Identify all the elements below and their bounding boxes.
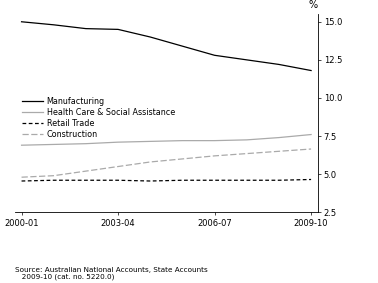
Text: %: % <box>308 0 318 10</box>
Construction <box>116 165 120 168</box>
Health Care & Social Assistance <box>116 140 120 144</box>
Legend: Manufacturing, Health Care & Social Assistance, Retail Trade, Construction: Manufacturing, Health Care & Social Assi… <box>19 93 178 142</box>
Retail Trade <box>180 179 185 182</box>
Health Care & Social Assistance <box>148 140 152 143</box>
Retail Trade <box>116 179 120 182</box>
Retail Trade <box>245 179 249 182</box>
Manufacturing <box>116 28 120 31</box>
Line: Health Care & Social Assistance: Health Care & Social Assistance <box>22 134 311 145</box>
Health Care & Social Assistance <box>212 139 217 142</box>
Retail Trade <box>148 179 152 183</box>
Manufacturing <box>148 35 152 39</box>
Text: Source: Australian National Accounts, State Accounts
   2009-10 (cat. no. 5220.0: Source: Australian National Accounts, St… <box>15 267 208 280</box>
Retail Trade <box>212 179 217 182</box>
Construction <box>148 160 152 164</box>
Construction <box>19 175 24 179</box>
Construction <box>84 170 88 173</box>
Health Care & Social Assistance <box>84 142 88 145</box>
Construction <box>51 174 56 177</box>
Health Care & Social Assistance <box>245 138 249 142</box>
Construction <box>277 150 281 153</box>
Retail Trade <box>84 179 88 182</box>
Retail Trade <box>309 178 313 181</box>
Manufacturing <box>180 44 185 48</box>
Line: Construction: Construction <box>22 149 311 177</box>
Health Care & Social Assistance <box>277 136 281 139</box>
Health Care & Social Assistance <box>19 143 24 147</box>
Manufacturing <box>51 23 56 27</box>
Construction <box>245 152 249 155</box>
Retail Trade <box>51 179 56 182</box>
Retail Trade <box>19 179 24 183</box>
Retail Trade <box>277 179 281 182</box>
Construction <box>309 147 313 151</box>
Health Care & Social Assistance <box>309 133 313 136</box>
Construction <box>212 154 217 158</box>
Line: Manufacturing: Manufacturing <box>22 22 311 70</box>
Manufacturing <box>84 27 88 30</box>
Manufacturing <box>277 63 281 66</box>
Manufacturing <box>212 53 217 57</box>
Manufacturing <box>309 69 313 72</box>
Health Care & Social Assistance <box>51 143 56 146</box>
Construction <box>180 157 185 161</box>
Line: Retail Trade: Retail Trade <box>22 179 311 181</box>
Manufacturing <box>19 20 24 23</box>
Manufacturing <box>245 58 249 62</box>
Health Care & Social Assistance <box>180 139 185 142</box>
